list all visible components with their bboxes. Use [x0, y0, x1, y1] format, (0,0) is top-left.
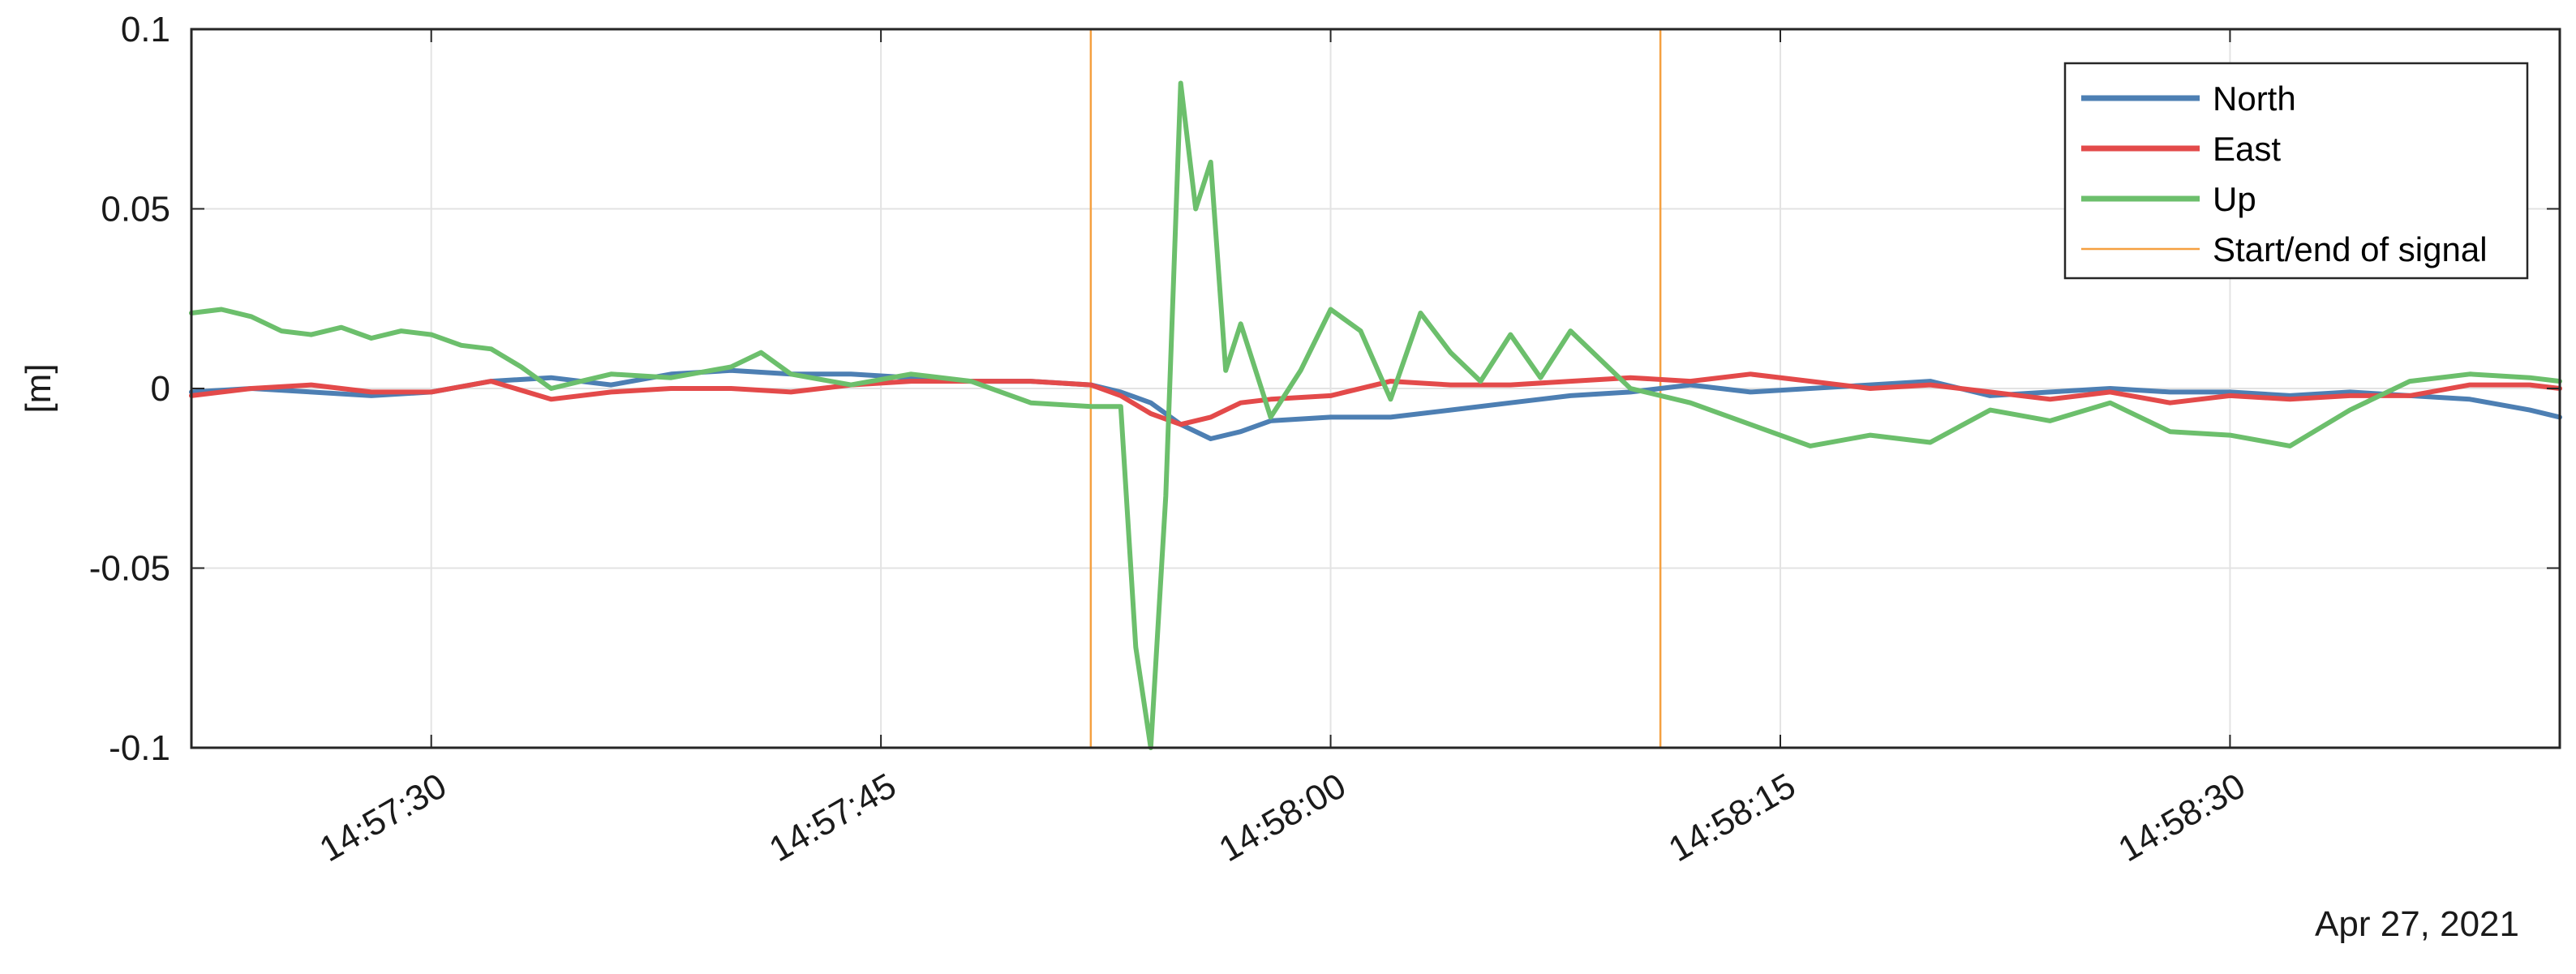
y-tick-label: 0.05 [101, 190, 170, 230]
series-line-up [189, 80, 2562, 750]
legend-label: Up [2213, 180, 2256, 218]
date-label: Apr 27, 2021 [2315, 904, 2519, 944]
legend-items: North East Up Start/end of signal [2081, 79, 2488, 268]
legend-label: Start/end of signal [2213, 230, 2488, 268]
y-axis-ticks: -0.1 -0.05 0 0.05 0.1 [89, 10, 2560, 768]
x-tick-label: 14:58:15 [1662, 766, 1802, 869]
legend: North East Up Start/end of signal [2063, 62, 2529, 280]
y-axis-label: [m] [19, 363, 58, 413]
y-tick-label: 0 [151, 369, 170, 409]
x-tick-label: 14:58:00 [1213, 766, 1353, 869]
y-tick-label: 0.1 [121, 10, 170, 49]
y-tick-label: -0.05 [89, 549, 170, 589]
legend-label: East [2213, 130, 2281, 168]
legend-label: North [2213, 79, 2296, 118]
series-line-east [189, 371, 2562, 427]
y-tick-label: -0.1 [109, 728, 170, 768]
series-lines [189, 80, 2562, 750]
x-tick-label: 14:57:45 [762, 766, 903, 869]
series-line-north [189, 367, 2562, 441]
x-tick-label: 14:58:30 [2112, 766, 2252, 869]
x-tick-label: 14:57:30 [313, 766, 453, 869]
